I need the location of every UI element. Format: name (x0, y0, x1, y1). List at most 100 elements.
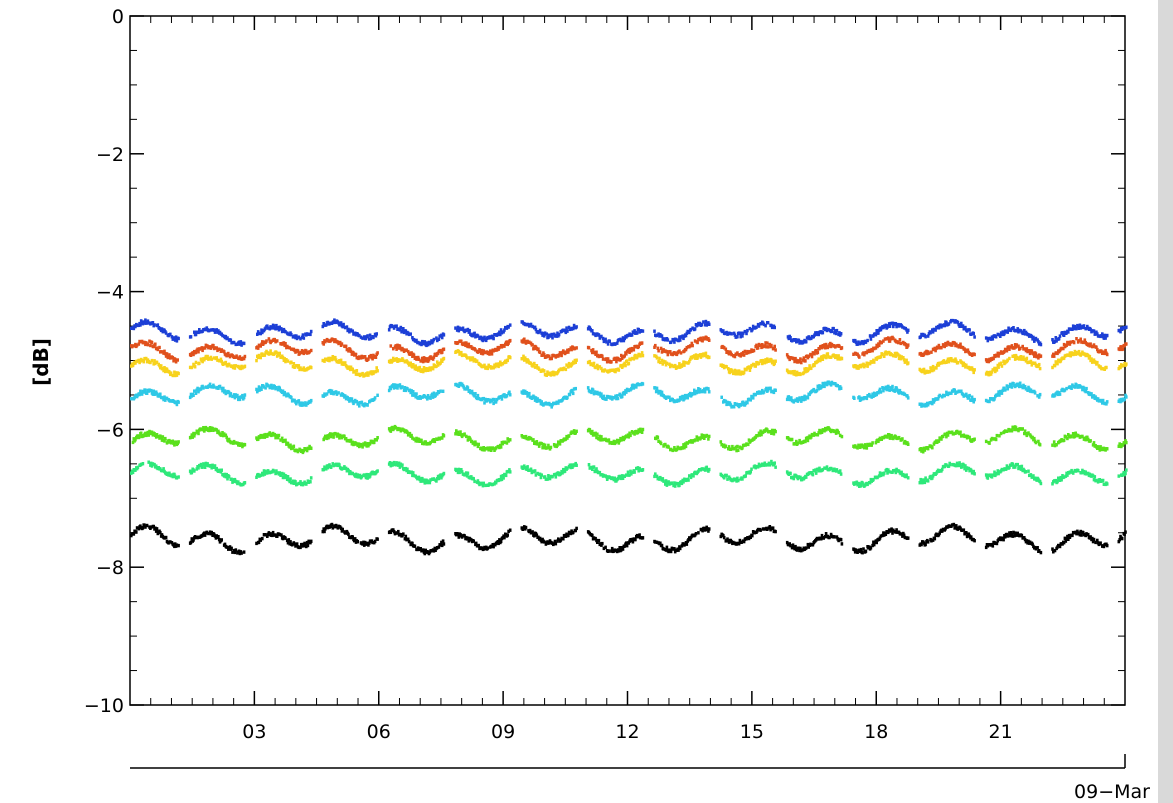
data-point (357, 401, 360, 405)
data-point (1013, 343, 1017, 347)
data-point (795, 439, 798, 444)
data-point (605, 360, 609, 364)
data-point (545, 373, 548, 377)
data-point (351, 367, 354, 371)
data-point (808, 364, 811, 368)
data-point (529, 361, 533, 365)
data-point (474, 348, 477, 352)
data-point (899, 391, 903, 395)
data-point (356, 372, 359, 377)
data-point (1090, 392, 1093, 396)
data-point (591, 332, 595, 336)
data-point (1092, 329, 1096, 333)
data-point (193, 389, 196, 393)
data-point (331, 432, 335, 436)
data-point (218, 384, 222, 389)
data-point (1070, 435, 1073, 439)
data-point (863, 363, 867, 368)
data-point (995, 368, 999, 372)
data-point (436, 474, 440, 479)
data-point (774, 359, 777, 363)
data-point (743, 349, 747, 354)
data-point (508, 393, 512, 397)
data-point (224, 360, 228, 365)
series-0 (130, 318, 1128, 348)
data-point (240, 483, 243, 487)
data-point (278, 351, 281, 356)
data-point (296, 349, 300, 353)
data-point (668, 395, 671, 399)
data-point (321, 358, 325, 363)
data-point (536, 442, 539, 446)
data-point (1084, 327, 1087, 331)
data-point (522, 354, 525, 358)
data-point (741, 334, 744, 338)
data-point (696, 389, 699, 393)
data-point (707, 355, 711, 359)
data-point (1023, 357, 1026, 362)
data-point (538, 350, 542, 354)
data-point (495, 397, 499, 402)
data-point (690, 341, 694, 346)
data-point (965, 329, 969, 333)
data-point (523, 358, 526, 362)
data-point (413, 367, 417, 371)
data-point (307, 332, 310, 336)
data-point (834, 345, 837, 349)
data-point (479, 348, 482, 353)
data-point (881, 386, 884, 390)
data-point (549, 445, 553, 450)
data-point (922, 367, 926, 372)
data-point (206, 354, 209, 359)
data-point (1010, 326, 1014, 331)
data-point (1054, 336, 1058, 340)
data-point (426, 397, 429, 401)
data-point (1096, 347, 1099, 352)
data-point (827, 328, 830, 332)
data-point (601, 357, 605, 361)
data-point (537, 444, 541, 448)
data-point (493, 397, 496, 402)
data-point (345, 325, 349, 329)
data-point (617, 368, 621, 372)
data-point (406, 467, 409, 471)
data-point (1073, 349, 1077, 354)
data-point (939, 323, 942, 327)
data-point (1015, 329, 1019, 333)
data-point (363, 404, 366, 408)
data-point (321, 324, 325, 329)
data-point (408, 431, 412, 436)
data-point (770, 431, 773, 435)
data-point (587, 463, 591, 467)
data-point (168, 353, 171, 357)
data-point (829, 383, 833, 387)
data-point (797, 338, 801, 342)
data-point (755, 343, 758, 347)
data-point (217, 347, 221, 351)
data-point (190, 433, 194, 437)
data-point (173, 336, 176, 340)
data-point (506, 469, 509, 474)
data-point (1028, 387, 1031, 391)
data-point (720, 443, 723, 447)
data-point (834, 331, 838, 336)
data-point (653, 329, 656, 333)
data-point (486, 366, 490, 371)
data-point (1001, 388, 1005, 393)
data-point (813, 333, 816, 337)
data-point (789, 336, 792, 340)
data-point (898, 338, 902, 342)
data-point (627, 347, 631, 352)
data-point (588, 389, 592, 394)
data-point (798, 360, 801, 364)
data-point (612, 439, 616, 444)
data-point (996, 392, 1000, 397)
data-point (461, 326, 465, 330)
data-point (809, 435, 813, 439)
data-point (295, 334, 298, 338)
data-point (762, 322, 766, 327)
data-point (552, 332, 556, 336)
data-point (999, 334, 1002, 338)
data-point (700, 323, 704, 327)
data-point (291, 479, 295, 483)
